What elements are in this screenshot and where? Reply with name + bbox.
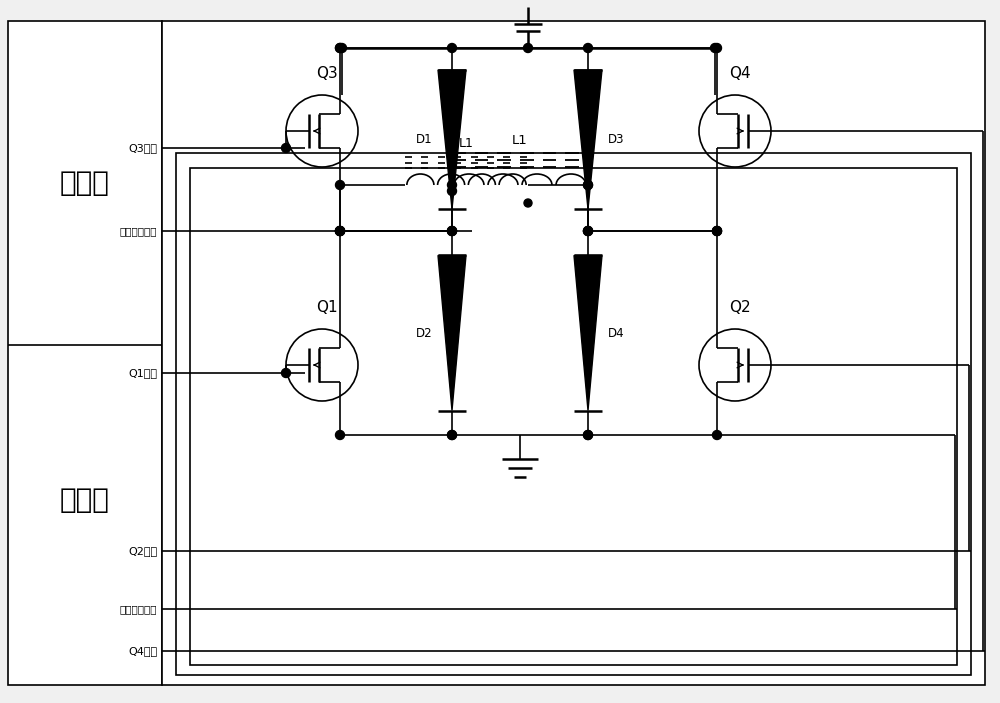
Text: Q3驱动: Q3驱动 [128, 143, 157, 153]
Circle shape [712, 44, 722, 53]
Circle shape [524, 199, 532, 207]
Text: L1: L1 [459, 136, 474, 150]
Circle shape [336, 430, 345, 439]
Circle shape [584, 181, 592, 190]
Text: D3: D3 [608, 133, 624, 146]
Text: 右浮动接地端: 右浮动接地端 [120, 604, 157, 614]
Circle shape [584, 430, 592, 439]
Circle shape [448, 226, 456, 236]
Circle shape [282, 143, 291, 153]
Text: 左浮动接地端: 左浮动接地端 [120, 226, 157, 236]
Text: L1: L1 [512, 134, 528, 146]
Circle shape [336, 226, 345, 236]
Circle shape [584, 181, 592, 190]
Circle shape [338, 44, 347, 53]
Circle shape [448, 186, 456, 195]
Polygon shape [574, 255, 602, 411]
Circle shape [448, 226, 456, 236]
Circle shape [712, 226, 722, 236]
Circle shape [448, 226, 456, 236]
Circle shape [448, 430, 456, 439]
Text: Q2驱动: Q2驱动 [128, 546, 157, 556]
Circle shape [524, 44, 532, 53]
Circle shape [448, 181, 456, 190]
Text: Q3: Q3 [316, 65, 338, 81]
Bar [176, 153, 971, 675]
Bar [190, 168, 957, 665]
Bar [8, 21, 162, 685]
Circle shape [584, 226, 592, 236]
Circle shape [584, 430, 592, 439]
Text: D2: D2 [416, 326, 432, 340]
Circle shape [336, 226, 345, 236]
Circle shape [336, 44, 345, 53]
Text: Q1: Q1 [316, 299, 338, 314]
Circle shape [712, 226, 722, 236]
Polygon shape [438, 255, 466, 411]
Circle shape [336, 181, 345, 190]
Circle shape [712, 226, 722, 236]
Circle shape [584, 44, 592, 53]
Text: Q2: Q2 [729, 299, 751, 314]
Text: Q1驱动: Q1驱动 [128, 368, 157, 378]
Circle shape [712, 430, 722, 439]
Circle shape [336, 226, 345, 236]
Text: D4: D4 [608, 326, 624, 340]
Text: D1: D1 [416, 133, 432, 146]
Circle shape [710, 44, 720, 53]
Text: 永磁分: 永磁分 [60, 486, 110, 514]
Bar [162, 21, 985, 685]
Text: 永磁合: 永磁合 [60, 169, 110, 197]
Circle shape [448, 430, 456, 439]
Circle shape [336, 226, 345, 236]
Text: Q4: Q4 [729, 65, 751, 81]
Polygon shape [438, 70, 466, 209]
Polygon shape [574, 70, 602, 209]
Circle shape [282, 368, 291, 378]
Text: Q4驱动: Q4驱动 [128, 646, 157, 656]
Circle shape [336, 44, 345, 53]
Circle shape [448, 44, 456, 53]
Circle shape [336, 226, 345, 236]
Circle shape [584, 226, 592, 236]
Circle shape [584, 226, 592, 236]
